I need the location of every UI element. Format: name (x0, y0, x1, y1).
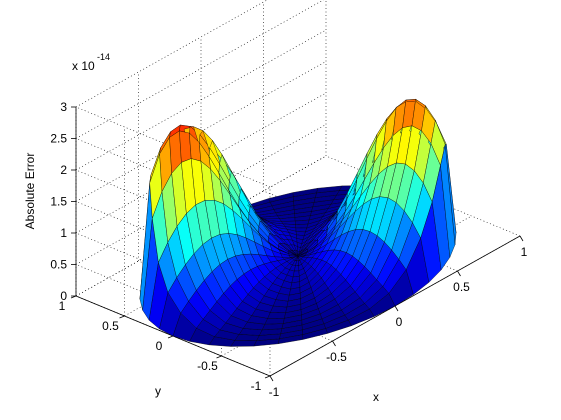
x-axis-label: x (373, 390, 379, 404)
z-tick-label: 1.5 (50, 195, 67, 209)
z-exponent-power: -14 (97, 52, 110, 62)
gridline-wall-z (75, 92, 327, 234)
surface-patch (292, 270, 300, 278)
x-tick-mark (457, 270, 461, 277)
z-tick-label: 1 (60, 226, 67, 240)
x-tick-label: -0.5 (326, 350, 347, 364)
x-tick-label: 1 (521, 245, 528, 259)
surface-patch (440, 144, 456, 258)
y-axis-label: y (155, 384, 161, 398)
y-tick-label: -0.5 (197, 359, 218, 373)
y-tick-label: 0.5 (102, 319, 119, 333)
y-tick-mark (167, 335, 174, 339)
x-tick-mark (332, 340, 336, 347)
z-tick-label: 2.5 (50, 132, 67, 146)
x-tick-mark (394, 305, 399, 312)
surface-patch (261, 323, 284, 331)
x-tick-label: 0 (396, 315, 403, 329)
surface-patch (264, 318, 285, 325)
z-tick-label: 0 (60, 289, 67, 303)
y-tick-mark (119, 315, 125, 319)
z-exponent-label: x 10 (72, 59, 95, 73)
z-tick-label: 3 (60, 100, 67, 114)
error-surface (139, 98, 457, 347)
y-tick-label: 1 (59, 299, 66, 313)
gridline-wall-z (75, 61, 327, 202)
x-tick-mark (519, 235, 524, 242)
z-tick-label: 0.5 (50, 258, 67, 272)
gridline-wall-z (75, 0, 268, 108)
gridline-wall-z (75, 155, 327, 297)
gridline-wall-z (75, 29, 327, 171)
surface-patch (230, 340, 257, 347)
z-axis-label: Absolute Error (23, 153, 37, 230)
y-tick-label: 0 (156, 339, 163, 353)
surface-patch (295, 223, 309, 229)
gridline-wall-z (75, 0, 324, 139)
x-tick-label: -1 (269, 385, 280, 399)
y-tick-mark (264, 375, 271, 379)
y-tick-label: -1 (251, 379, 262, 393)
x-tick-label: 0.5 (453, 280, 470, 294)
surface-patch (267, 312, 286, 319)
x-tick-mark (269, 375, 274, 382)
z-tick-label: 2 (60, 163, 67, 177)
gridline-wall-z (75, 124, 327, 265)
y-tick-mark (216, 355, 222, 359)
